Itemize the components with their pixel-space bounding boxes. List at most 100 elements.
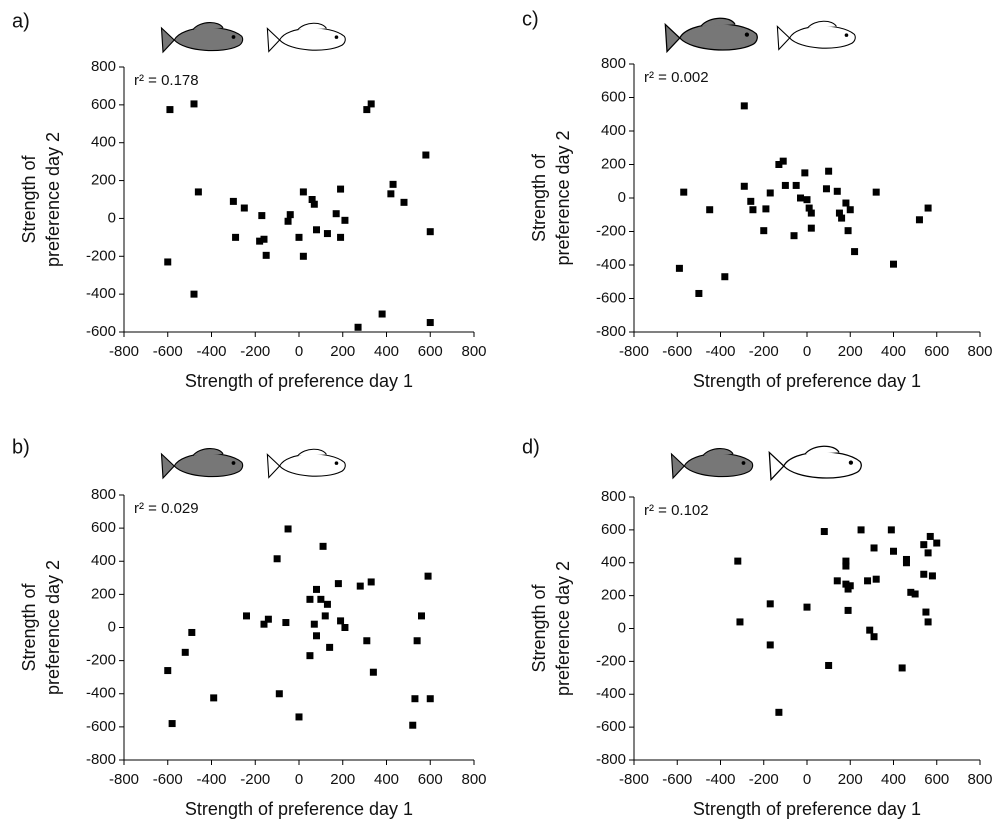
point: [295, 713, 303, 721]
point: [164, 667, 172, 675]
point: [779, 157, 787, 165]
x-tick-label: 600: [418, 771, 443, 788]
point: [822, 185, 830, 193]
point: [915, 216, 923, 224]
point: [260, 620, 268, 628]
point: [887, 526, 895, 534]
point: [803, 603, 811, 611]
y-tick-label: 200: [91, 585, 116, 602]
point: [820, 528, 828, 536]
point: [194, 188, 202, 196]
point: [911, 590, 919, 598]
point: [411, 695, 419, 703]
point: [210, 694, 218, 702]
point: [907, 588, 915, 596]
y-tick-label: 0: [618, 619, 626, 636]
point: [337, 185, 345, 193]
point: [801, 169, 809, 177]
point: [740, 102, 748, 110]
fish-fin: [297, 448, 327, 457]
point: [190, 290, 198, 298]
point: [870, 544, 878, 552]
y-tick-label: -600: [86, 718, 116, 735]
y-tick-label: 800: [91, 58, 116, 75]
point: [766, 641, 774, 649]
x-tick-label: -800: [619, 771, 649, 788]
point: [181, 648, 189, 656]
fish-body: [678, 23, 758, 51]
point: [295, 233, 303, 241]
point: [326, 643, 334, 651]
point: [284, 525, 292, 533]
x-tick-label: -800: [619, 343, 649, 360]
point: [803, 196, 811, 204]
x-tick-label: -200: [240, 771, 270, 788]
x-tick-label: -600: [662, 343, 692, 360]
point: [166, 106, 174, 114]
panel-label: a): [12, 10, 30, 32]
fish-icon: [768, 445, 862, 482]
x-tick-label: -400: [705, 343, 735, 360]
fish-icon: [664, 17, 758, 54]
y-tick-label: -200: [596, 652, 626, 669]
y-axis-title: preference day 2: [43, 560, 63, 695]
fish-eye: [334, 35, 339, 39]
point: [760, 227, 768, 235]
y-tick-label: -200: [86, 247, 116, 264]
point: [825, 167, 833, 175]
y-tick-label: -400: [86, 285, 116, 302]
fish-body: [173, 453, 244, 478]
point: [418, 612, 425, 620]
point: [378, 310, 386, 318]
y-tick-label: 200: [601, 587, 626, 604]
fish-icon: [670, 448, 754, 480]
point: [851, 248, 859, 256]
point: [842, 557, 850, 565]
point: [864, 577, 872, 585]
point: [240, 204, 248, 212]
x-tick-label: -600: [153, 771, 183, 788]
point: [866, 626, 874, 634]
point: [924, 204, 932, 212]
point: [781, 181, 789, 189]
point: [926, 532, 934, 540]
point: [332, 210, 340, 218]
x-tick-label: 0: [803, 771, 811, 788]
y-tick-label: 400: [601, 554, 626, 571]
fish-eye: [741, 461, 746, 465]
x-tick-label: 400: [374, 771, 399, 788]
y-tick-label: -400: [86, 685, 116, 702]
fish-tail: [160, 452, 176, 480]
y-tick-label: 400: [91, 134, 116, 151]
point: [190, 100, 198, 108]
point: [842, 580, 850, 588]
point: [319, 542, 327, 550]
point: [870, 633, 878, 641]
point: [367, 100, 375, 108]
point: [846, 582, 854, 590]
y-axis-title: preference day 2: [553, 561, 573, 696]
x-tick-label: 0: [295, 343, 303, 360]
y-tick-label: -800: [86, 751, 116, 768]
point: [363, 106, 371, 114]
point: [890, 260, 897, 268]
y-tick-label: 800: [601, 488, 626, 505]
point: [356, 582, 364, 590]
fish-tail: [160, 26, 176, 54]
point: [775, 161, 783, 168]
y-tick-label: 400: [601, 122, 626, 139]
point: [264, 615, 272, 623]
point: [317, 595, 325, 603]
point: [797, 194, 805, 202]
point: [367, 578, 375, 586]
point: [706, 206, 714, 214]
point: [807, 224, 815, 232]
fish-body: [173, 27, 244, 52]
y-axis-title: Strength of: [529, 583, 549, 672]
point: [363, 637, 371, 645]
point: [872, 188, 880, 196]
x-tick-label: 200: [330, 343, 355, 360]
x-tick-label: -200: [240, 343, 270, 360]
point: [299, 252, 307, 260]
point: [400, 198, 408, 206]
